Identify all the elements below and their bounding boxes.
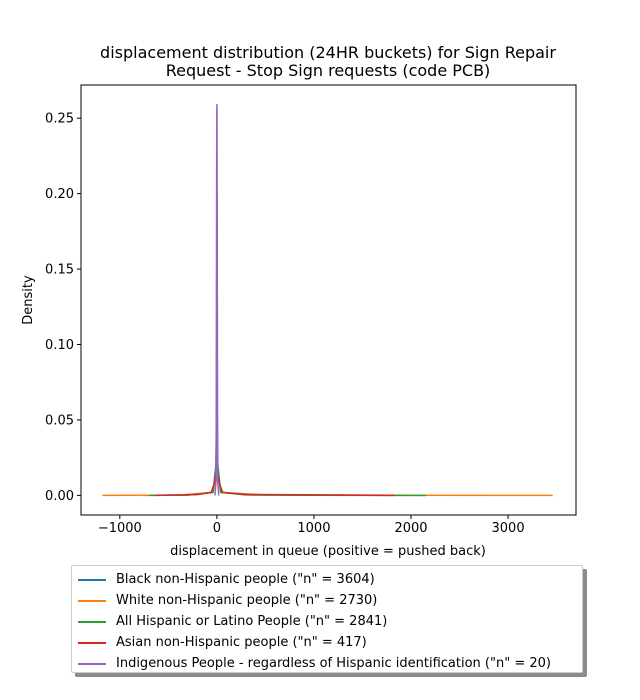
legend-item: White non-Hispanic people ("n" = 2730) xyxy=(72,590,582,611)
legend-label: All Hispanic or Latino People ("n" = 284… xyxy=(116,614,388,629)
y-tick-label: 0.00 xyxy=(45,489,74,504)
y-tick-label: 0.05 xyxy=(45,413,74,428)
x-tick-label: −1000 xyxy=(98,521,142,536)
legend-swatch xyxy=(78,578,106,581)
legend-label: Asian non-Hispanic people ("n" = 417) xyxy=(116,635,367,650)
legend-item: Asian non-Hispanic people ("n" = 417) xyxy=(72,632,582,653)
series-line-3 xyxy=(148,404,426,497)
y-axis-label: Density xyxy=(21,275,36,325)
series-layer xyxy=(102,103,553,497)
legend-item: Black non-Hispanic people ("n" = 3604) xyxy=(72,569,582,590)
y-tick-label: 0.25 xyxy=(45,112,74,127)
chart-title-line-1: displacement distribution (24HR buckets)… xyxy=(100,43,556,62)
series-line-1 xyxy=(143,386,426,497)
x-tick-label: 2000 xyxy=(394,521,427,536)
legend-label: Indigenous People - regardless of Hispan… xyxy=(116,656,551,671)
legend-swatch xyxy=(78,641,106,644)
legend-label: Black non-Hispanic people ("n" = 3604) xyxy=(116,572,375,587)
x-tick-label: 1000 xyxy=(297,521,330,536)
legend-swatch xyxy=(78,662,106,665)
series-line-2 xyxy=(102,434,553,497)
legend-item: Indigenous People - regardless of Hispan… xyxy=(72,653,582,674)
series-line-5 xyxy=(214,103,220,496)
x-tick-label: 0 xyxy=(213,521,221,536)
chart-title-line-2: Request - Stop Sign requests (code PCB) xyxy=(166,61,491,80)
y-tick-label: 0.10 xyxy=(45,338,74,353)
legend-swatch xyxy=(78,599,106,602)
legend-item: All Hispanic or Latino People ("n" = 284… xyxy=(72,611,582,632)
x-tick-label: 3000 xyxy=(492,521,525,536)
y-tick-label: 0.15 xyxy=(45,263,74,278)
y-axis-ticks: 0.00 0.05 0.10 0.15 0.20 0.25 xyxy=(45,112,81,504)
legend-swatch xyxy=(78,620,106,623)
series-line-4 xyxy=(154,467,395,497)
chart-legend: Black non-Hispanic people ("n" = 3604) Wh… xyxy=(71,565,583,673)
y-tick-label: 0.20 xyxy=(45,187,74,202)
x-axis-ticks: −1000 0 1000 2000 3000 xyxy=(98,515,525,536)
plot-area-frame xyxy=(80,84,577,516)
legend-label: White non-Hispanic people ("n" = 2730) xyxy=(116,593,378,608)
x-axis-label: displacement in queue (positive = pushed… xyxy=(170,544,486,559)
